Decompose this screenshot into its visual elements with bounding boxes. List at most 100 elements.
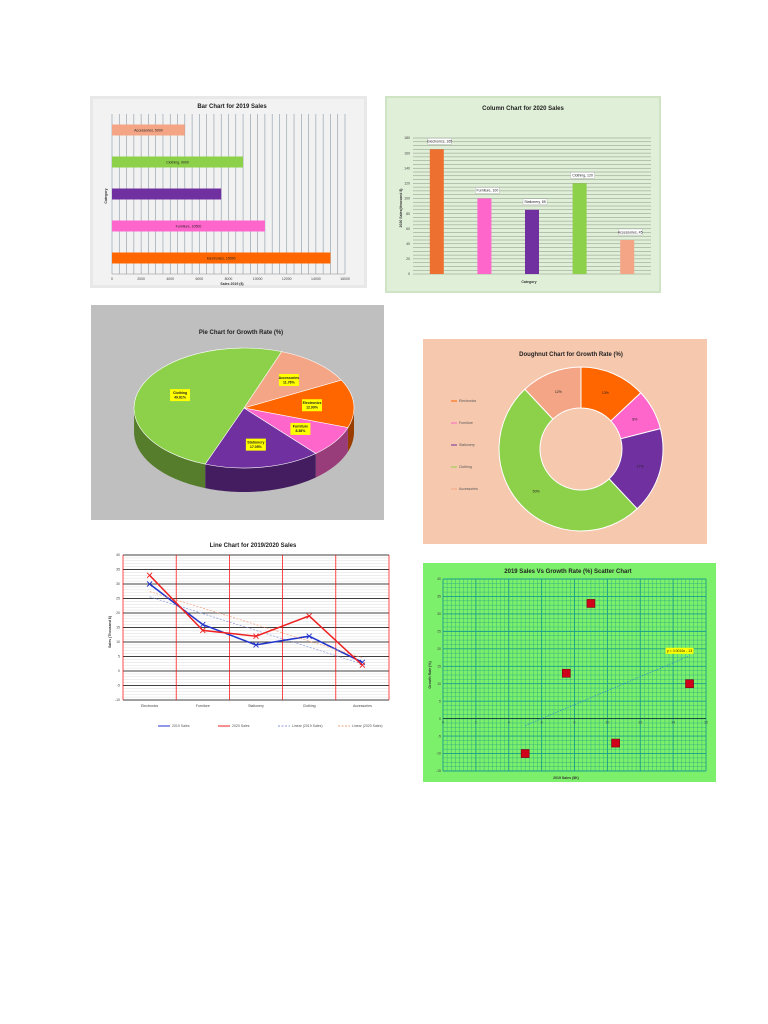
bar-x-tick: 2000 [137,277,145,281]
doughnut-data-label: 8% [632,418,637,422]
doughnut-legend-item: Accessories [459,487,478,491]
pie-data-label: Clothing [173,391,187,395]
column-label-callout [570,172,595,179]
scatter-point [685,679,694,689]
line-x-tick: Furniture [196,704,210,708]
line-chart: Line Chart for 2019/2020 Sales Sales (Th… [108,543,390,728]
column-y-tick: 160 [404,151,410,155]
line-point [146,581,153,587]
line-y-tick: 5 [118,655,120,659]
column-label-callout [427,138,452,145]
scatter-trendline [525,655,690,726]
scatter-y-tick: -5 [438,734,441,738]
pie-data-label: 49.81% [174,395,187,399]
line-y-tick: 15 [116,626,120,630]
line-chart-panel: Line Chart for 2019/2020 Sales Sales (Th… [90,532,397,737]
scatter-x-tick: 10 [605,721,609,725]
column-chart-panel: Column Chart for 2020 Sales Category 202… [385,96,661,293]
line-x-tick: Electronics [141,704,158,708]
scatter-point [611,738,620,748]
line-y-tick: 0 [118,669,120,673]
doughnut-chart: Doughnut Chart for Growth Rate (%) Elect… [451,352,664,532]
doughnut-data-label: 12% [555,390,562,394]
scatter-point [586,599,596,608]
line-point [199,627,206,634]
doughnut-data-label: 17% [637,464,644,468]
line-point [306,613,313,619]
doughnut-legend-item: Clothing [459,465,472,469]
pie-side-furniture [315,427,348,478]
line-y-tick: -5 [117,684,120,688]
scatter-chart-panel: 2019 Sales Vs Growth Rate (%) Scatter Ch… [423,563,716,782]
pie-chart-title: Pie Chart for Growth Rate (%) [199,330,283,336]
line-y-tick: 35 [116,568,120,572]
pie-data-label: 8.38% [295,429,306,433]
bar-accessories [112,124,185,136]
scatter-x-tick: 4 [508,721,510,725]
bar-chart-xlabel: Sales 2019 ($) [220,282,243,286]
scatter-point [520,749,530,758]
scatter-y-tick: -10 [436,752,441,756]
column-chart: Column Chart for 2020 Sales Category 202… [399,106,651,284]
doughnut-legend-item: Furniture [459,421,473,425]
scatter-y-tick: 0 [439,717,441,721]
pie-data-label: Furniture [293,425,308,429]
pie-label-box [245,438,266,451]
doughnut-legend-item: Electronics [459,399,476,403]
bar-x-tick: 14000 [311,277,321,281]
column-label-callout [522,198,548,205]
pie-data-label: 11.76% [283,380,296,384]
column-y-tick: 20 [406,257,410,261]
doughnut-chart-panel: Doughnut Chart for Growth Rate (%) Elect… [423,339,707,544]
column-y-tick: 120 [404,182,410,186]
pie-label-box [278,373,299,386]
scatter-x-tick: 14 [671,721,675,725]
scatter-chart-xlabel: 2019 Sales ($K) [553,776,579,780]
bar-chart: Bar Chart for 2019 Sales Sales 2019 ($) … [93,99,364,286]
line-point [146,572,153,579]
bar-data-label: Electronics, 15000 [207,256,236,260]
scatter-chart: 2019 Sales Vs Growth Rate (%) Scatter Ch… [428,569,708,780]
line-legend-item: 2019 Sales [172,724,190,728]
column-chart-title: Column Chart for 2020 Sales [482,106,564,112]
bar-furniture [112,220,265,232]
pie-data-label: Electronics [303,401,322,405]
bar-data-label: Accessories, 5000 [134,128,163,132]
column-data-label: Clothing, 120 [572,174,593,178]
bar-x-tick: 6000 [195,277,203,281]
line-point [199,621,206,628]
scatter-x-tick: 16 [704,721,708,725]
column-chart-xlabel: Category [521,280,536,284]
bar-data-label: Furniture, 10500 [176,224,202,228]
pie-data-label: 17.05% [250,445,263,449]
bar-clothing [112,156,244,168]
column-y-tick: 140 [404,166,410,170]
scatter-chart-title: 2019 Sales Vs Growth Rate (%) Scatter Ch… [504,569,631,575]
pie-chart: Pie Chart for Growth Rate (%) Accessorie… [133,330,355,492]
doughnut-segment-accessories [524,366,582,420]
line-y-tick: 40 [116,553,120,557]
column-y-tick: 0 [408,272,410,276]
column-clothing [572,183,587,274]
line-point [253,642,259,648]
pie-label-box [170,389,191,402]
pie-chart-panel: Pie Chart for Growth Rate (%) Accessorie… [91,305,384,520]
column-y-tick: 60 [406,227,410,231]
bar-x-tick: 4000 [166,277,174,281]
bar-x-tick: 0 [111,277,113,281]
doughnut-segment-clothing [498,388,638,532]
pie-label-box [290,422,311,435]
line-chart-ylabel: Sales (Thousand $) [108,616,112,648]
line-x-tick: Stationery [248,704,264,708]
bar-x-tick: 16000 [340,277,350,281]
line-x-tick: Accessories [353,704,372,708]
column-data-label: Stationery, 85 [524,200,545,204]
scatter-chart-ylabel: Growth Rate (%) [428,661,432,688]
column-data-label: Accessories, 45 [618,230,643,234]
pie-data-label: Accessories [279,376,300,380]
scatter-point [561,668,571,678]
line-legend-item: Linear (2019 Sales) [292,724,323,728]
scatter-y-tick: 25 [437,630,441,634]
column-label-callout [475,187,500,194]
line-y-tick: -10 [115,698,120,702]
